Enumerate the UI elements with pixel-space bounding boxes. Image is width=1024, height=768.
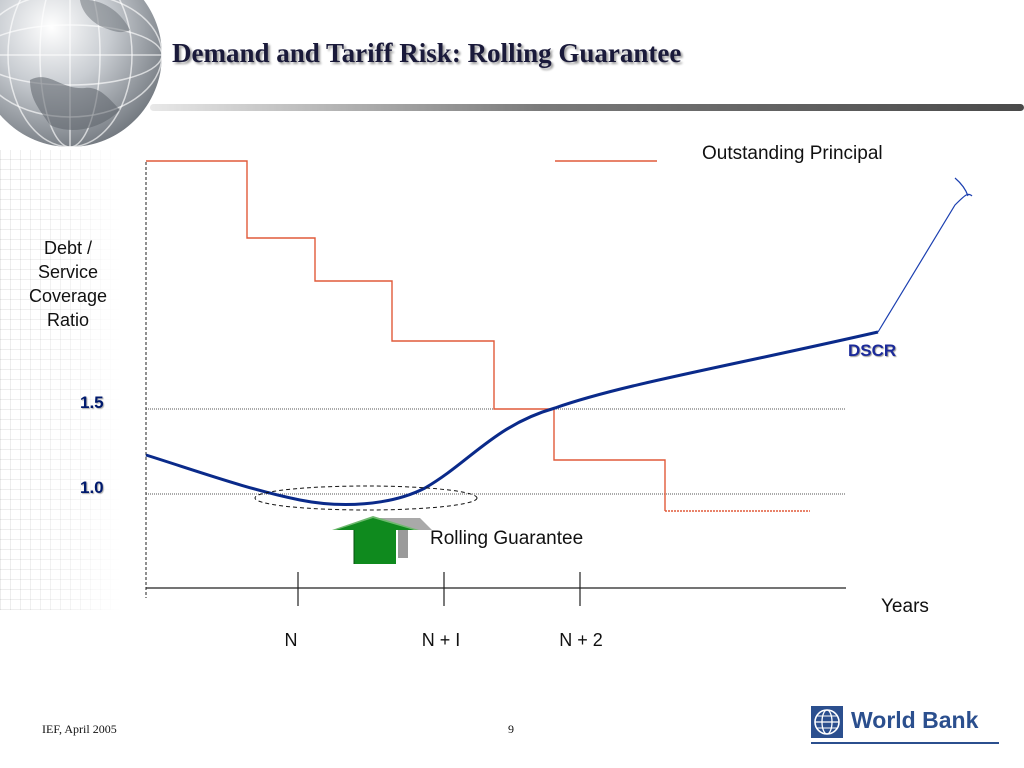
title-divider <box>150 104 1024 111</box>
footer-date: IEF, April 2005 <box>42 722 117 736</box>
legend-outstanding-principal: Outstanding Principal <box>702 143 883 164</box>
callout-bracket <box>877 177 973 333</box>
x-axis-label: Years <box>881 596 929 617</box>
world-bank-logo-text: World Bank <box>851 707 979 733</box>
x-tick-label-n-plus-2: N + 2 <box>559 630 603 650</box>
rolling-guarantee-highlight <box>254 485 478 511</box>
world-bank-globe-icon <box>811 706 843 738</box>
rolling-guarantee-label: Rolling Guarantee <box>430 528 584 549</box>
slide-title: Demand and Tariff Risk: Rolling Guarante… <box>172 38 682 68</box>
logo-underline <box>811 742 999 744</box>
outstanding-principal-line <box>146 160 666 511</box>
page-number: 9 <box>508 722 514 736</box>
y-axis-label-line: Coverage <box>28 286 108 306</box>
y-axis-label-line: Service <box>37 262 99 282</box>
x-tick-label-n: N <box>284 630 298 650</box>
dscr-label: DSCR <box>848 341 897 360</box>
y-axis-label: Debt / Service Coverage Ratio <box>8 236 128 332</box>
x-tick-label-n-plus-1: N + I <box>421 630 461 650</box>
up-arrow-icon <box>332 516 432 564</box>
background-grid-pattern <box>0 150 120 610</box>
y-tick-1-5: 1.5 <box>80 393 104 412</box>
y-axis-label-line: Debt / <box>43 238 93 258</box>
y-tick-1-0: 1.0 <box>80 478 104 497</box>
dscr-curve <box>145 330 879 506</box>
world-bank-logo: World Bank <box>811 704 999 744</box>
globe-icon <box>0 0 163 148</box>
y-axis-label-line: Ratio <box>46 310 90 330</box>
